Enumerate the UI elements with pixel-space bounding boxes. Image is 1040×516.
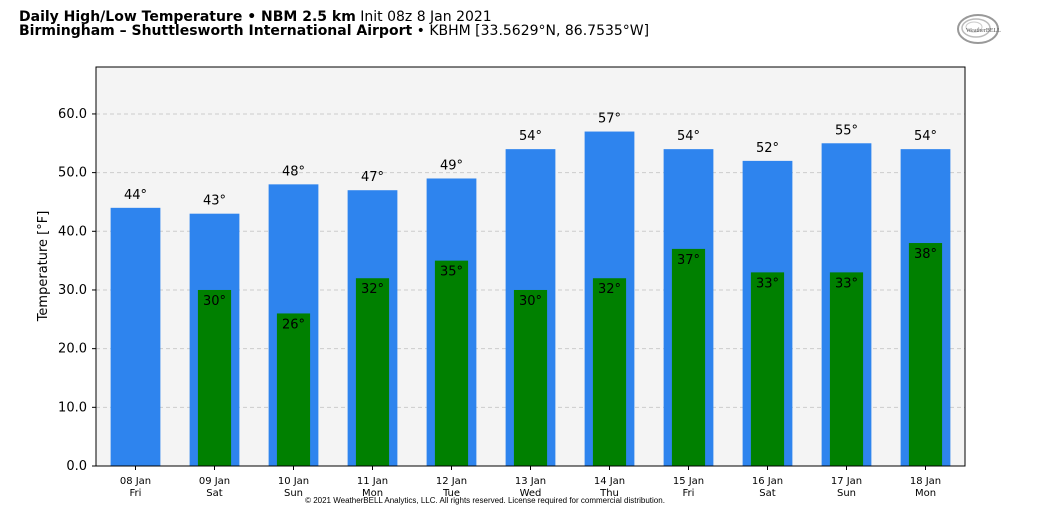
low-temp-bar	[197, 289, 232, 466]
low-temp-label: 30°	[203, 294, 226, 309]
high-temp-bar	[110, 207, 161, 466]
logo-text: WeatherBELL	[966, 28, 1001, 34]
high-temp-label: 57°	[598, 112, 621, 127]
y-tick-label: 50.0	[58, 166, 87, 181]
data-labels: 44° 43° 30° 48° 26° 47° 32° 49° 35° 54° 30° 57° 32° 5…	[124, 112, 937, 333]
x-tick-date: 15 Jan	[673, 476, 704, 487]
weatherbell-logo: WeatherBELL	[957, 14, 1001, 44]
low-temp-bar	[750, 272, 785, 466]
x-tick-date: 13 Jan	[515, 476, 546, 487]
low-temp-label: 33°	[756, 276, 779, 291]
low-temp-bar	[355, 278, 390, 466]
y-axis-label: Temperature [°F]	[36, 211, 51, 323]
x-tick-day: Sat	[759, 488, 775, 499]
low-temp-label: 33°	[835, 276, 858, 291]
x-tick-day: Sun	[284, 488, 303, 499]
x-tick-day: Fri	[130, 488, 142, 499]
x-tick-date: 17 Jan	[831, 476, 862, 487]
low-temp-label: 32°	[598, 282, 621, 297]
x-tick-day: Wed	[520, 488, 542, 499]
chart-title: Daily High/Low Temperature • NBM 2.5 km …	[19, 9, 492, 25]
low-temp-label: 37°	[677, 253, 700, 268]
x-tick-date: 08 Jan	[120, 476, 151, 487]
low-temp-bar	[908, 243, 943, 466]
title-bold: Daily High/Low Temperature • NBM 2.5 km	[19, 9, 356, 25]
x-tick-date: 11 Jan	[357, 476, 388, 487]
high-temp-label: 54°	[914, 129, 937, 144]
bars	[110, 131, 951, 466]
low-temp-bar	[276, 313, 311, 466]
low-temp-bar	[434, 260, 469, 466]
x-tick-day: Mon	[362, 488, 383, 499]
x-tick-day: Mon	[915, 488, 936, 499]
high-temp-label: 49°	[440, 158, 463, 173]
low-temp-label: 30°	[519, 294, 542, 309]
copyright-notice: © 2021 WeatherBELL Analytics, LLC. All r…	[305, 496, 665, 505]
y-tick-label: 40.0	[58, 224, 87, 239]
low-temp-bar	[513, 289, 548, 466]
high-temp-label: 43°	[203, 194, 226, 209]
y-tick-label: 0.0	[66, 459, 87, 474]
x-tick-date: 10 Jan	[278, 476, 309, 487]
high-temp-label: 54°	[677, 129, 700, 144]
y-tick-label: 10.0	[58, 400, 87, 415]
x-tick-date: 09 Jan	[199, 476, 230, 487]
x-tick-day: Fri	[683, 488, 695, 499]
location-name: Birmingham – Shuttlesworth International…	[19, 23, 413, 39]
title-init: Init 08z 8 Jan 2021	[360, 9, 492, 25]
x-tick-date: 18 Jan	[910, 476, 941, 487]
y-tick-label: 60.0	[58, 107, 87, 122]
x-tick-day: Sat	[206, 488, 222, 499]
low-temp-label: 26°	[282, 317, 305, 332]
low-temp-bar	[829, 272, 864, 466]
low-temp-bar	[592, 278, 627, 466]
y-tick-label: 20.0	[58, 342, 87, 357]
y-axis: 0.0 10.0 20.0 30.0 40.0 50.0 60.0	[58, 107, 96, 474]
x-tick-date: 12 Jan	[436, 476, 467, 487]
high-temp-label: 48°	[282, 164, 305, 179]
low-temp-bar	[671, 248, 706, 466]
low-temp-label: 32°	[361, 282, 384, 297]
low-temp-label: 35°	[440, 265, 463, 280]
x-tick-day: Sun	[837, 488, 856, 499]
location-coords: • KBHM [33.5629°N, 86.7535°W]	[416, 23, 650, 39]
low-temp-label: 38°	[914, 247, 937, 262]
x-tick-day: Tue	[442, 488, 460, 499]
high-temp-label: 44°	[124, 188, 147, 203]
y-tick-label: 30.0	[58, 283, 87, 298]
high-temp-label: 55°	[835, 123, 858, 138]
high-temp-label: 47°	[361, 170, 384, 185]
x-tick-date: 16 Jan	[752, 476, 783, 487]
x-tick-date: 14 Jan	[594, 476, 625, 487]
high-temp-label: 52°	[756, 141, 779, 156]
chart-subtitle: Birmingham – Shuttlesworth International…	[19, 23, 649, 39]
high-temp-label: 54°	[519, 129, 542, 144]
x-tick-day: Thu	[599, 488, 619, 499]
